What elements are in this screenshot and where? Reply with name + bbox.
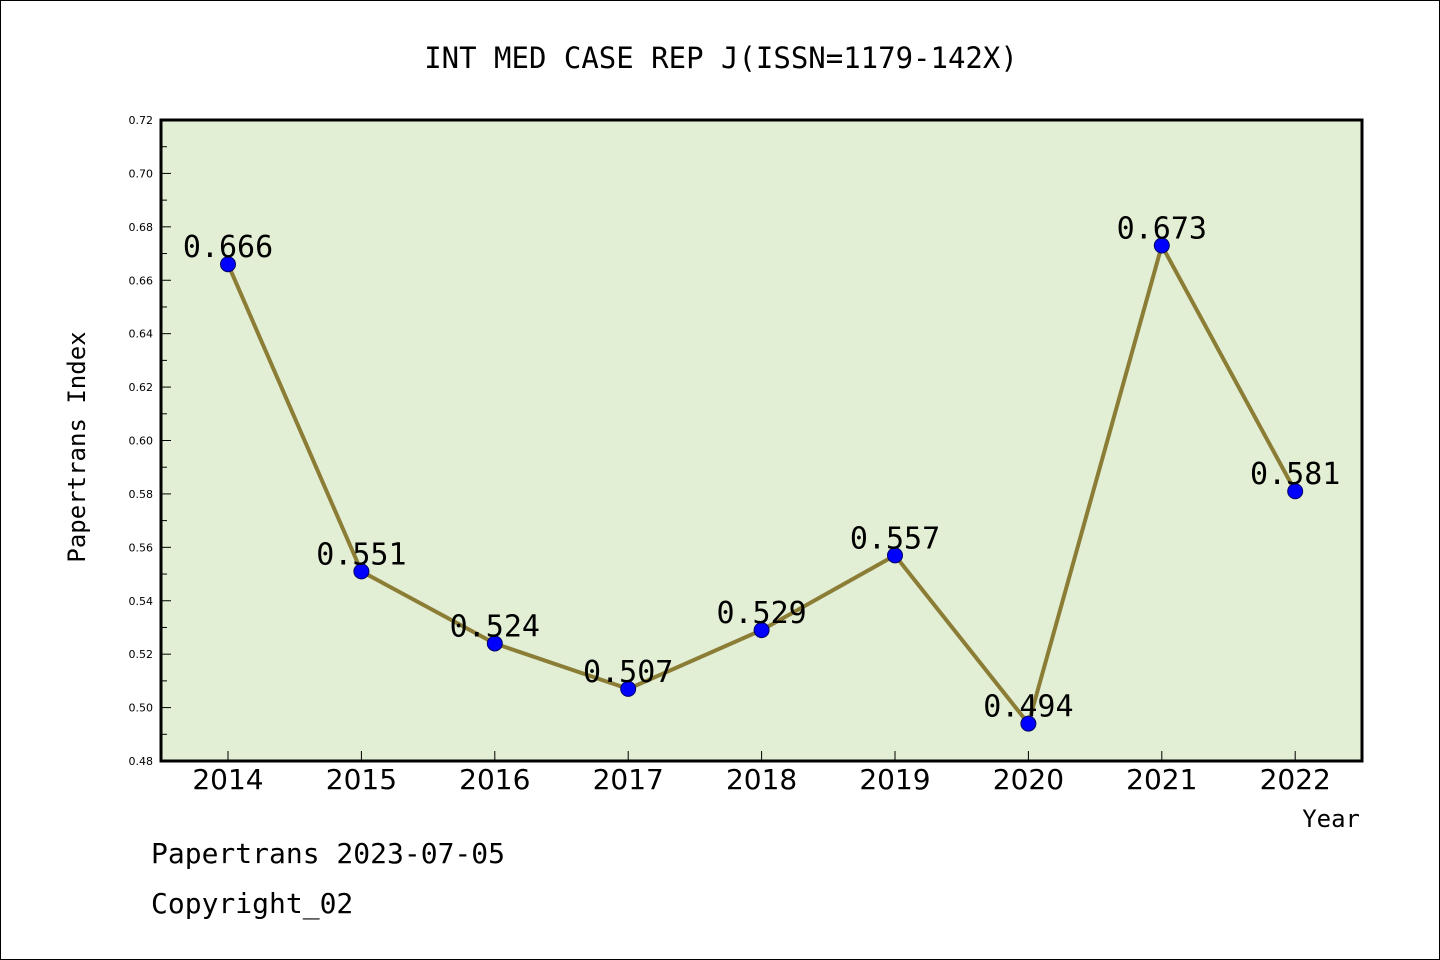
x-tick-label: 2021	[1126, 763, 1197, 796]
data-label: 0.673	[1117, 212, 1207, 247]
data-point	[220, 256, 236, 273]
x-tick-label: 2022	[1260, 763, 1331, 796]
y-tick-label: 0.54	[129, 595, 154, 608]
y-tick-label: 0.60	[129, 435, 154, 448]
x-tick-label: 2016	[459, 763, 530, 796]
data-point	[353, 563, 370, 580]
y-axis-label: Papertrans Index	[63, 331, 91, 562]
data-labels: 0.666 0.551 0.524 0.507 0.529 0.557 0.494 0.673…	[183, 212, 1341, 725]
x-tick-label: 2017	[593, 763, 664, 796]
y-tick-label: 0.68	[129, 221, 154, 234]
x-tick-label: 2020	[993, 763, 1064, 796]
x-axis-label: Year	[1302, 805, 1360, 833]
y-tick-label: 0.62	[129, 381, 154, 394]
footer-date: Papertrans 2023-07-05	[151, 837, 506, 870]
data-label: 0.529	[716, 596, 806, 631]
y-tick-label: 0.56	[129, 541, 154, 554]
y-tick-label: 0.50	[129, 702, 154, 715]
y-tick-label: 0.52	[129, 648, 154, 661]
data-label: 0.551	[316, 537, 406, 572]
y-tick-label: 0.64	[129, 328, 154, 341]
y-tick-label: 0.72	[129, 114, 154, 127]
x-tick-label: 2015	[326, 763, 397, 796]
y-tick-label: 0.66	[129, 274, 154, 287]
x-tick-label: 2018	[726, 763, 797, 796]
data-label: 0.557	[850, 521, 940, 556]
chart-title: INT MED CASE REP J(ISSN=1179-142X)	[424, 41, 1018, 75]
data-point	[1153, 237, 1170, 254]
data-point	[486, 635, 503, 652]
x-tick-label: 2019	[859, 763, 930, 796]
data-point	[753, 622, 770, 639]
data-label: 0.581	[1250, 457, 1340, 492]
data-point	[620, 680, 637, 697]
x-axis: 2014 2015 2016 2017 2018 2019 2020 2021 2022	[192, 751, 1331, 796]
x-tick-label: 2014	[192, 763, 263, 796]
data-label: 0.494	[983, 690, 1073, 725]
footer-copyright: Copyright_02	[151, 887, 354, 920]
data-point	[887, 547, 903, 564]
y-axis: 0.48 0.50 0.52 0.54 0.56 0.58 0.60 0.62 0.64 0.66…	[129, 114, 171, 768]
y-tick-label: 0.58	[129, 488, 154, 501]
plot-area	[159, 118, 1364, 763]
data-label: 0.507	[583, 655, 673, 690]
series-markers	[220, 237, 1304, 732]
data-point	[1020, 715, 1037, 732]
y-tick-label: 0.48	[129, 755, 154, 768]
data-label: 0.666	[183, 230, 273, 265]
data-point	[1287, 483, 1304, 500]
data-label: 0.524	[450, 609, 540, 644]
y-tick-label: 0.70	[129, 167, 154, 180]
